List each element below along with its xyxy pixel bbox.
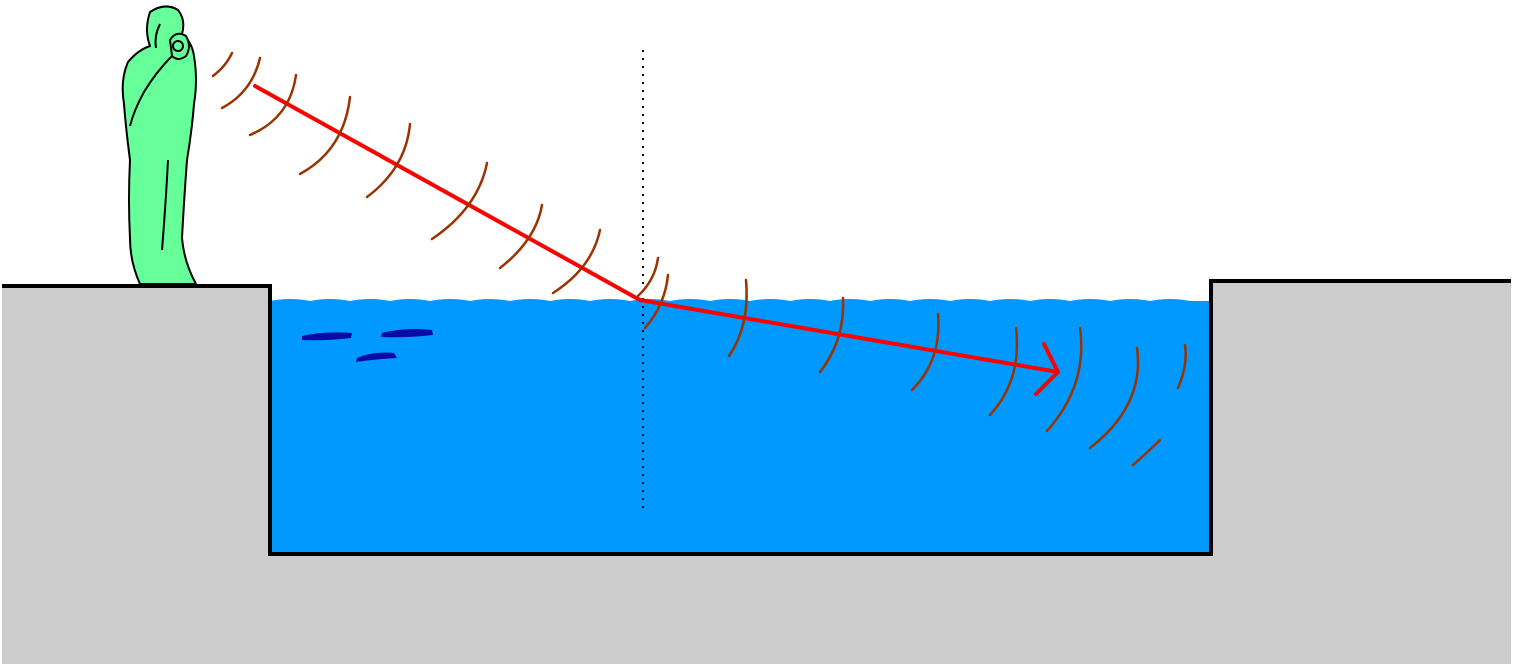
arrowhead-icon xyxy=(1034,342,1060,396)
person-shouting-icon xyxy=(121,5,197,285)
wavefront xyxy=(1131,438,1162,467)
wavefront xyxy=(298,95,352,176)
wavefront xyxy=(988,326,1019,417)
sound-ray xyxy=(253,84,1060,396)
wavefront xyxy=(498,203,544,270)
wavefront xyxy=(1176,343,1187,390)
water-streak xyxy=(356,352,397,362)
refracted-ray xyxy=(638,298,1060,374)
wavefront xyxy=(818,296,845,374)
ground-body xyxy=(2,281,1511,664)
ground-outline xyxy=(2,279,1511,556)
wavefront xyxy=(636,256,660,298)
wavefront xyxy=(1088,346,1140,450)
wavefront xyxy=(430,161,489,241)
wavefront xyxy=(365,122,412,199)
incident-ray xyxy=(253,84,642,302)
wavefront xyxy=(643,273,670,330)
water-streak xyxy=(302,332,352,341)
wavefront xyxy=(551,228,602,295)
wavefront xyxy=(220,56,262,110)
person-arm-line xyxy=(154,23,161,49)
person-mouth-cup xyxy=(172,40,184,52)
wavefronts-air xyxy=(211,51,602,295)
person-arm xyxy=(129,55,173,127)
ground xyxy=(2,281,1511,664)
wavefronts-water xyxy=(636,256,1187,467)
wavefront xyxy=(727,278,748,358)
water xyxy=(270,299,1211,554)
person-leg-line xyxy=(161,159,169,251)
wavefront xyxy=(910,312,940,392)
wavefront xyxy=(248,73,298,137)
wavefront xyxy=(1045,326,1083,433)
water-body xyxy=(270,299,1211,554)
water-streak xyxy=(381,329,433,338)
wavefront xyxy=(211,51,234,78)
